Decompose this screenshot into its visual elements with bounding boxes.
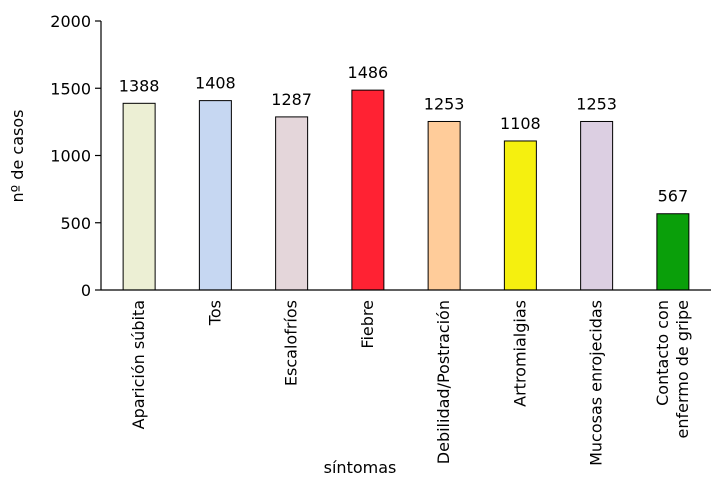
y-tick-label: 1500 [50, 79, 91, 98]
value-labels: 1388 1408 1287 1486 1253 1108 1253 567 [119, 63, 688, 206]
bar [122, 102, 156, 291]
bar [198, 100, 232, 291]
x-category-label: Fiebre [358, 300, 377, 349]
data-label: 1108 [500, 114, 541, 133]
data-label: 1388 [119, 76, 160, 95]
x-category-label: Debilidad/Postración [434, 300, 453, 464]
data-label: 1253 [424, 94, 465, 113]
data-label: 1486 [348, 63, 389, 82]
bar [427, 120, 461, 291]
data-label: 567 [658, 187, 689, 206]
data-label: 1408 [195, 74, 236, 93]
bar [275, 116, 309, 291]
x-category-label: Aparición súbita [129, 300, 148, 429]
y-tick-label: 0 [81, 281, 91, 300]
x-category-label-line: enfermo de gripe [673, 300, 692, 438]
data-label: 1287 [271, 90, 312, 109]
x-category-label: Mucosas enrojecidas [587, 300, 606, 466]
x-category-label-line: Contacto con [653, 300, 672, 406]
x-axis-title: síntomas [324, 458, 397, 477]
x-category-label-line: Mucosas enrojecidas [587, 300, 606, 466]
x-category-label-line: Artromialgias [510, 300, 529, 407]
bar [656, 213, 690, 291]
data-label: 1253 [576, 94, 617, 113]
x-category-label-line: Fiebre [358, 300, 377, 349]
y-axis-ticks: 0 500 1000 1500 2000 [50, 12, 101, 300]
y-axis-title: nº de casos [8, 110, 27, 203]
y-tick-label: 2000 [50, 12, 91, 31]
axes [100, 21, 711, 291]
bar [351, 89, 385, 291]
bar [503, 140, 537, 291]
x-category-label: Tos [205, 300, 224, 326]
x-category-label-line: Escalofríos [282, 300, 301, 386]
x-category-label: Contacto conenfermo de gripe [653, 300, 692, 438]
x-category-label-line: Aparición súbita [129, 300, 148, 429]
y-tick-label: 1000 [50, 147, 91, 166]
bar [580, 120, 614, 291]
x-category-label-line: Debilidad/Postración [434, 300, 453, 464]
x-category-label-line: Tos [205, 300, 224, 326]
bars [122, 89, 690, 291]
y-tick-label: 500 [60, 214, 91, 233]
x-category-label: Escalofríos [282, 300, 301, 386]
x-category-label: Artromialgias [510, 300, 529, 407]
category-labels: Aparición súbita Tos Escalofríos Fiebre Debi… [129, 300, 692, 466]
